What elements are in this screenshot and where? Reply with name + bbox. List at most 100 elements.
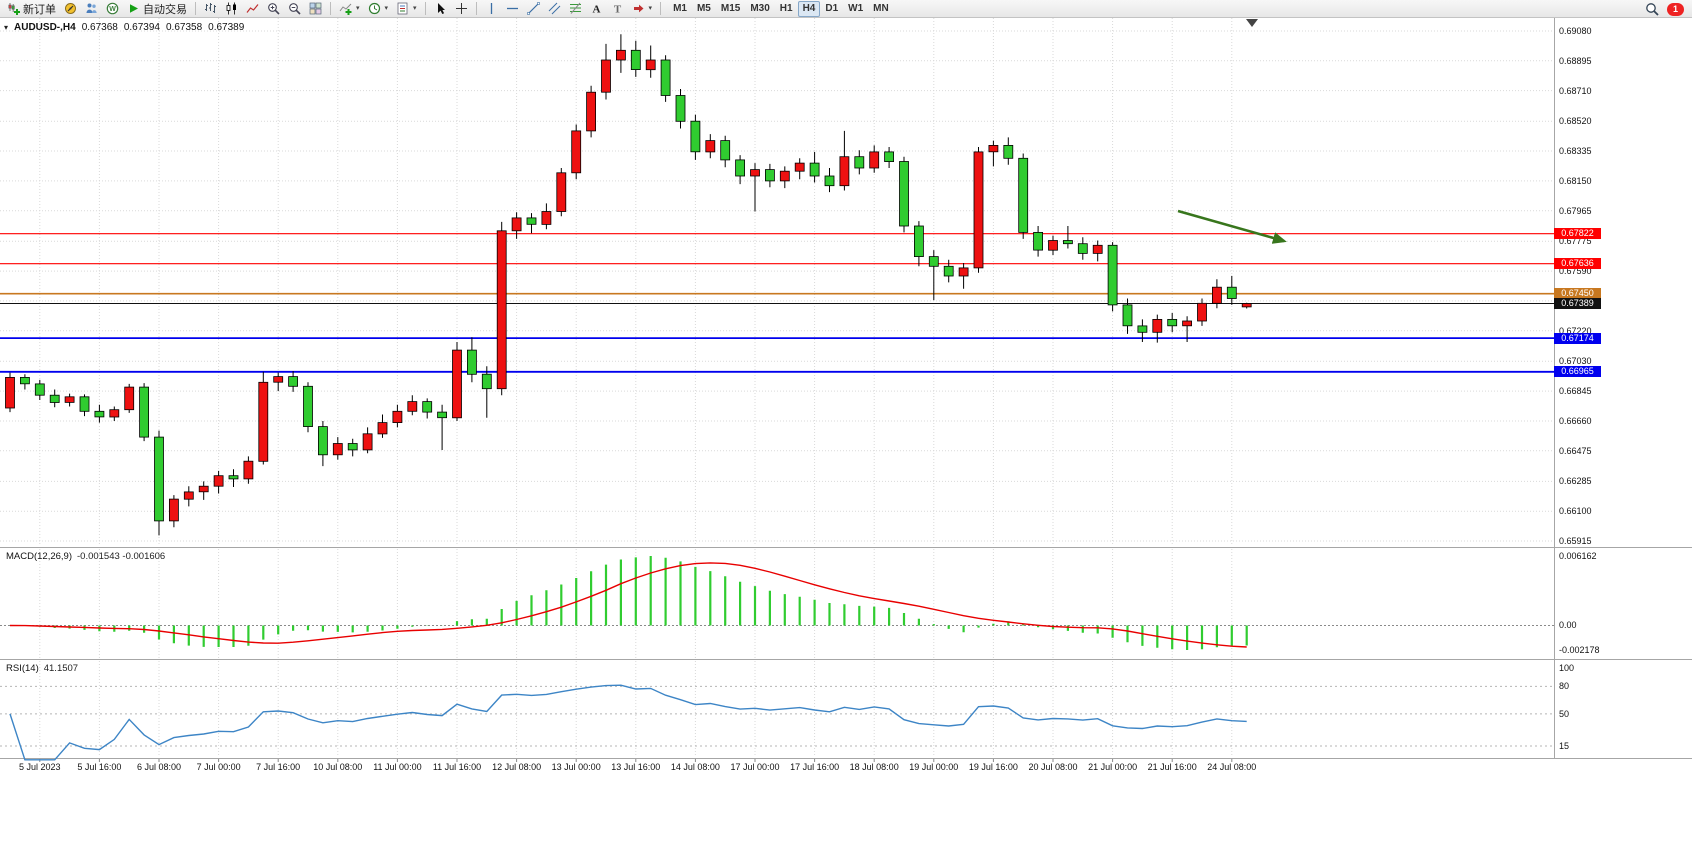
new-order-icon <box>8 3 20 15</box>
globe-w-icon: W <box>106 2 119 15</box>
time-axis-label: 21 Jul 16:00 <box>1147 762 1197 772</box>
new-order-label: 新订单 <box>23 3 56 16</box>
website-button[interactable]: W <box>102 1 123 17</box>
svg-text:W: W <box>109 6 116 13</box>
arrows-icon <box>633 4 644 13</box>
price-axis-label: 0.67590 <box>1559 266 1592 277</box>
time-axis-label: 7 Jul 16:00 <box>256 762 301 772</box>
timeframe-button-h4[interactable]: H4 <box>797 0 821 17</box>
bull-candles <box>5 49 1252 522</box>
timeframe-button-h1[interactable]: H1 <box>775 1 798 17</box>
toolbar-separator <box>330 2 331 15</box>
two-people-icon <box>86 3 97 13</box>
tile-windows-icon <box>309 2 322 15</box>
autotrading-button[interactable]: 自动交易 <box>123 1 191 17</box>
time-axis-label: 17 Jul 16:00 <box>790 762 840 772</box>
rsi-panel-label: RSI(14) 41.1507 <box>6 663 78 674</box>
price-level-badge: 0.67636 <box>1554 258 1601 270</box>
time-axis-label: 13 Jul 00:00 <box>551 762 601 772</box>
candlestick-icon <box>226 2 236 15</box>
price-axis-label: 0.68710 <box>1559 85 1592 96</box>
timeframe-button-m5[interactable]: M5 <box>692 1 716 17</box>
timeframe-button-d1[interactable]: D1 <box>820 1 843 17</box>
macd-values: -0.001543 -0.001606 <box>77 551 166 562</box>
fibonacci-icon <box>569 2 581 14</box>
arrows-button[interactable]: ▾ <box>628 1 657 17</box>
macd-axis-label: -0.002178 <box>1559 645 1600 655</box>
current-price-badge: 0.67389 <box>1554 297 1601 309</box>
search-icon[interactable] <box>1645 2 1659 16</box>
zoom-in-button[interactable] <box>263 1 284 17</box>
time-axis-label: 7 Jul 00:00 <box>196 762 241 772</box>
rsi-line <box>9 684 1247 761</box>
template-document-icon <box>397 2 408 15</box>
rsi-name: RSI(14) <box>6 663 39 674</box>
crosshair-button[interactable] <box>451 1 472 17</box>
price-axis-label: 0.66285 <box>1559 476 1592 487</box>
label-t-icon: T <box>613 4 621 16</box>
zoom-out-button[interactable] <box>284 1 305 17</box>
timeframe-button-w1[interactable]: W1 <box>843 1 868 17</box>
macd-name: MACD(12,26,9) <box>6 551 72 562</box>
time-axis-label: 5 Jul 2023 <box>19 762 61 772</box>
price-axis-label: 0.67775 <box>1559 236 1592 247</box>
price-axis-label: 0.68335 <box>1559 146 1592 157</box>
timeframe-button-m1[interactable]: M1 <box>668 1 692 17</box>
community-button[interactable] <box>81 1 102 17</box>
price-axis-label: 0.66100 <box>1559 506 1592 517</box>
price-level-badge: 0.66965 <box>1554 366 1601 378</box>
bar-chart-button[interactable] <box>200 1 221 17</box>
notification-badge[interactable]: 1 <box>1667 2 1684 16</box>
one-click-trading-toggle-icon[interactable]: ▾ <box>4 23 9 32</box>
time-axis-label: 18 Jul 08:00 <box>849 762 899 772</box>
indicators-button[interactable]: ▾ <box>335 1 364 17</box>
candlestick-chart-button[interactable] <box>221 1 242 17</box>
label-button[interactable]: T <box>607 1 628 17</box>
horizontal-line-button[interactable] <box>502 1 523 17</box>
rsi-axis-label: 80 <box>1559 681 1570 692</box>
vertical-line-button[interactable] <box>481 1 502 17</box>
time-axis-label: 21 Jul 00:00 <box>1088 762 1138 772</box>
timeframe-button-m15[interactable]: M15 <box>716 1 745 17</box>
rsi-value: 41.1507 <box>43 663 79 674</box>
time-axis-label: 6 Jul 08:00 <box>136 762 182 772</box>
timeframe-button-mn[interactable]: MN <box>868 1 894 17</box>
price-axis-label: 0.66660 <box>1559 415 1592 426</box>
timeframe-button-m30[interactable]: M30 <box>745 1 774 17</box>
line-chart-button[interactable] <box>242 1 263 17</box>
channel-button[interactable] <box>544 1 565 17</box>
price-axis-label: 0.68895 <box>1559 55 1592 66</box>
periods-button[interactable]: ▾ <box>364 1 393 17</box>
chevron-down-icon: ▾ <box>356 5 360 12</box>
indicators-icon <box>339 3 352 15</box>
rsi-axis-label: 50 <box>1559 708 1570 719</box>
trendline-icon <box>526 2 540 15</box>
svg-text:A: A <box>592 4 600 16</box>
tile-windows-button[interactable] <box>305 1 326 17</box>
text-button[interactable]: A <box>586 1 607 17</box>
chevron-down-icon: ▾ <box>413 5 417 12</box>
templates-button[interactable]: ▾ <box>392 1 421 17</box>
trendline-button[interactable] <box>523 1 544 17</box>
time-axis-label: 17 Jul 00:00 <box>730 762 780 772</box>
metaeditor-button[interactable] <box>60 1 81 17</box>
price-level-badge: 0.67174 <box>1554 332 1601 344</box>
price-axis-label: 0.67965 <box>1559 205 1592 216</box>
ohlc-high: 0.67394 <box>123 22 160 33</box>
rsi-axis-label: 15 <box>1559 741 1570 752</box>
fibonacci-button[interactable] <box>565 1 586 17</box>
new-order-button[interactable]: 新订单 <box>3 1 60 17</box>
price-axis-label: 0.67030 <box>1559 356 1592 367</box>
autotrading-play-icon <box>130 4 138 13</box>
cursor-button[interactable] <box>430 1 451 17</box>
time-axis-label: 24 Jul 08:00 <box>1207 762 1257 772</box>
horizontal-line-icon <box>506 7 518 10</box>
toolbar-right-tools: 1 <box>1645 2 1684 16</box>
clock-icon <box>368 2 380 15</box>
price-axis-label: 0.65915 <box>1559 536 1592 546</box>
rsi-axis-label: 100 <box>1559 663 1575 673</box>
toolbar-separator <box>660 2 662 15</box>
toolbar-separator <box>195 2 196 15</box>
macd-axis-label: 0.006162 <box>1559 551 1597 561</box>
